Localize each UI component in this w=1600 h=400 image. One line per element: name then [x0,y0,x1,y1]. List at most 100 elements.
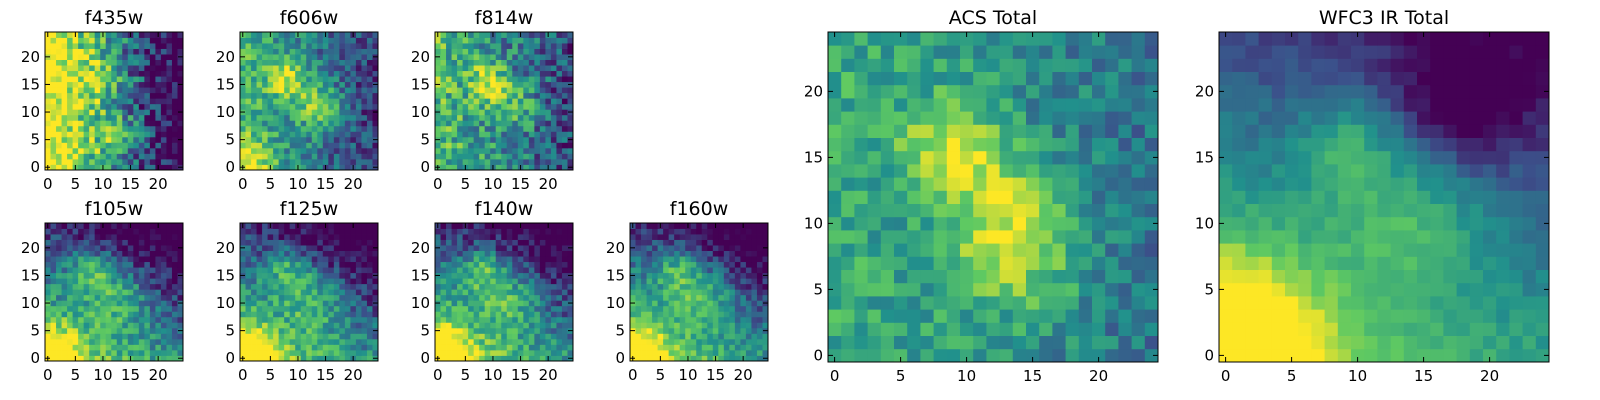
heatmap-cell [506,333,513,340]
heatmap-cell [138,305,145,312]
heatmap-cell [528,76,535,83]
heatmap-cell [668,294,675,301]
heatmap-cell [245,147,252,154]
heatmap-cell [828,256,842,270]
heatmap-cell [240,76,246,83]
heatmap-cell [762,239,769,246]
heatmap-cell [171,103,178,110]
heatmap-cell [267,245,274,251]
heatmap-cell [251,48,257,55]
heatmap-cell [133,153,140,160]
heatmap-cell [295,120,302,127]
heatmap-cell [256,43,263,49]
heatmap-cell [1039,230,1053,244]
heatmap-cell [333,305,340,312]
heatmap-cell [451,109,458,116]
heatmap-cell [89,344,96,351]
heatmap-cell [1065,335,1080,350]
heatmap-cell [350,349,357,356]
heatmap-cell [361,114,368,121]
heatmap-cell [284,114,291,121]
heatmap-cell [144,109,151,116]
heatmap-cell [105,322,112,329]
heatmap-cell [160,87,167,94]
heatmap-cell [61,322,68,329]
heatmap-cell [545,239,552,246]
heatmap-cell [72,322,79,329]
heatmap-cell [116,289,123,296]
heatmap-cell [333,158,340,165]
heatmap-cell [490,311,497,318]
heatmap-cell [550,267,557,274]
heatmap-cell [78,153,85,160]
heatmap-cell [105,228,112,235]
heatmap-cell [550,76,557,83]
heatmap-cell [495,344,502,351]
heatmap-cell [495,333,502,340]
y-tick-label: 0 [420,349,430,367]
heatmap-cell [473,59,480,66]
heatmap-cell [457,37,463,44]
heatmap-cell [867,282,882,297]
heatmap-cell [468,158,475,165]
heatmap-cell [512,48,519,55]
heatmap-cell [1065,282,1080,297]
heatmap-cell [545,76,552,83]
heatmap-cell [550,338,557,345]
heatmap-cell [355,338,362,345]
heatmap-cell [278,125,285,132]
heatmap-cell [973,203,987,218]
heatmap-cell [920,322,934,336]
heatmap-cell [273,239,280,246]
heatmap-cell [973,322,987,336]
heatmap-cell [100,261,107,268]
heatmap-cell [300,76,307,83]
heatmap-cell [479,109,486,116]
heatmap-cell [289,283,296,290]
heatmap-cell [78,256,85,263]
heatmap-cell [166,136,173,143]
heatmap-cell [89,239,96,246]
heatmap-cell [344,136,351,143]
heatmap-cell [528,316,535,323]
heatmap-cell [479,54,486,60]
heatmap-cell [251,125,257,132]
heatmap-cell [490,333,497,340]
heatmap-cell [89,250,96,257]
heatmap-cell [1092,203,1106,218]
heatmap-cell [262,131,268,138]
heatmap-cell [262,142,268,149]
heatmap-cell [490,125,497,132]
heatmap-cell [534,316,541,323]
heatmap-cell [45,283,51,290]
heatmap-cell [960,296,974,310]
heatmap-cell [652,294,658,301]
heatmap-cell [160,81,167,88]
heatmap-cell [138,344,145,351]
heatmap-cell [240,344,246,351]
heatmap-cell [317,305,324,312]
heatmap-cell [561,305,568,312]
heatmap-cell [907,296,921,310]
heatmap-cell [473,223,480,229]
heatmap-cell [973,269,987,284]
heatmap-cell [256,333,263,340]
heatmap-cell [446,136,452,143]
heatmap-cell [94,355,101,362]
heatmap-cell [933,243,948,257]
heatmap-cell [933,296,948,310]
heatmap-cell [1131,309,1146,323]
heatmap-cell [479,234,486,240]
heatmap-cell [50,153,57,160]
heatmap-cell [556,65,563,72]
heatmap-cell [561,125,568,132]
heatmap-cell [490,289,497,296]
heatmap-cell [72,327,79,334]
heatmap-cell [306,131,313,138]
heatmap-cell [556,245,563,251]
heatmap-cell [701,278,708,285]
heatmap-cell [468,327,475,334]
heatmap-cell [446,300,452,307]
heatmap-cell [745,349,752,356]
heatmap-cell [116,311,123,318]
